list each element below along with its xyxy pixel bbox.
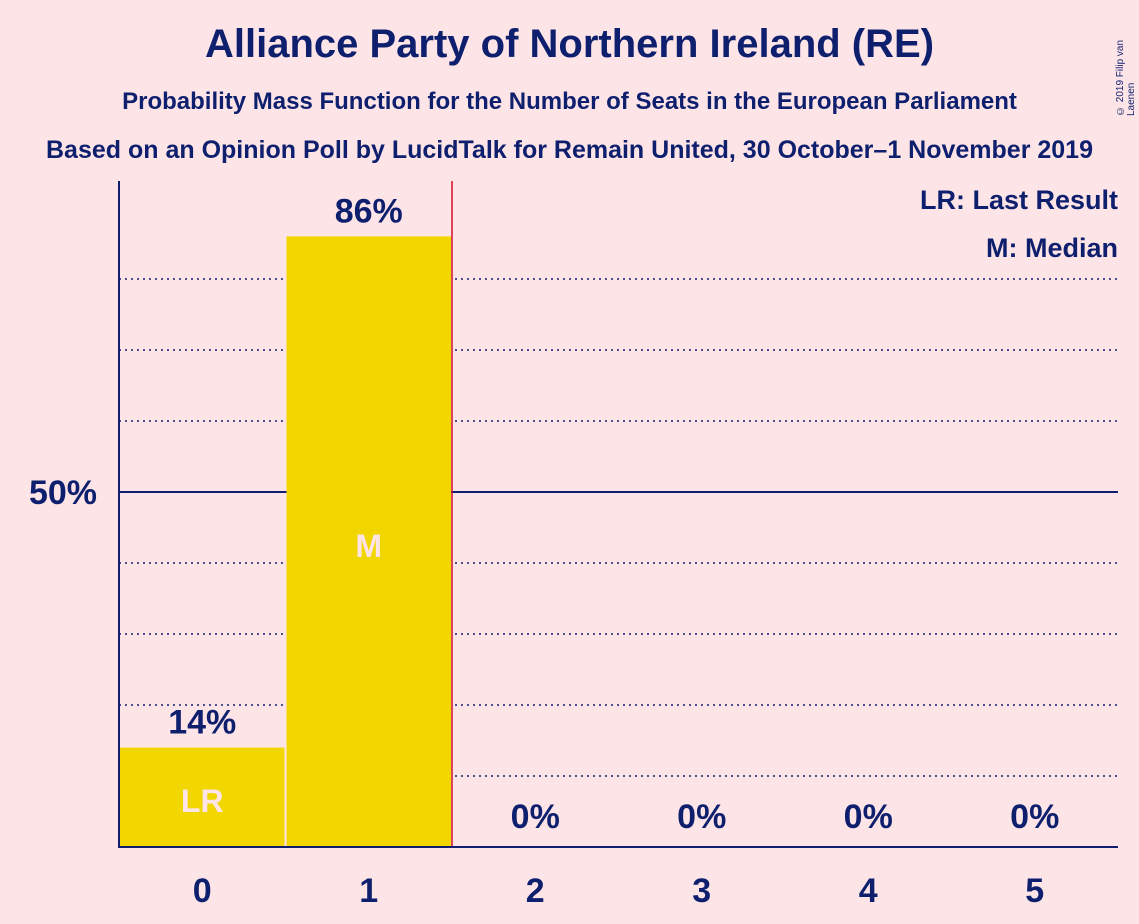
x-tick-label-3: 3 bbox=[692, 872, 711, 910]
x-tick-label-0: 0 bbox=[193, 872, 212, 910]
value-label-0: 14% bbox=[168, 704, 236, 742]
value-label-3: 0% bbox=[677, 798, 726, 836]
chart-subtitle: Probability Mass Function for the Number… bbox=[122, 88, 1017, 115]
legend-last-result: LR: Last Result bbox=[920, 185, 1118, 215]
value-label-1: 86% bbox=[335, 192, 403, 230]
chart-source: Based on an Opinion Poll by LucidTalk fo… bbox=[45, 136, 1093, 164]
bars bbox=[120, 236, 451, 847]
legend-median: M: Median bbox=[986, 233, 1118, 263]
x-tick-label-2: 2 bbox=[526, 872, 545, 910]
bar-seat-1 bbox=[286, 236, 451, 847]
bar-seat-0 bbox=[120, 747, 285, 847]
bar-marker-m: M bbox=[355, 528, 382, 564]
y-tick-label-50: 50% bbox=[29, 474, 97, 512]
value-label-4: 0% bbox=[844, 798, 893, 836]
chart-title: Alliance Party of Northern Ireland (RE) bbox=[204, 22, 935, 66]
x-tick-label-1: 1 bbox=[359, 872, 378, 910]
value-label-5: 0% bbox=[1010, 798, 1059, 836]
value-label-2: 0% bbox=[511, 798, 560, 836]
annotations: 14% 0 LR 86% 1 M 0% 2 0% 3 0% 4 0% 5 50% bbox=[29, 181, 1118, 910]
gridlines bbox=[119, 278, 1118, 777]
x-tick-label-5: 5 bbox=[1025, 872, 1044, 910]
bar-marker-lr: LR bbox=[181, 783, 224, 819]
x-tick-label-4: 4 bbox=[859, 872, 878, 910]
